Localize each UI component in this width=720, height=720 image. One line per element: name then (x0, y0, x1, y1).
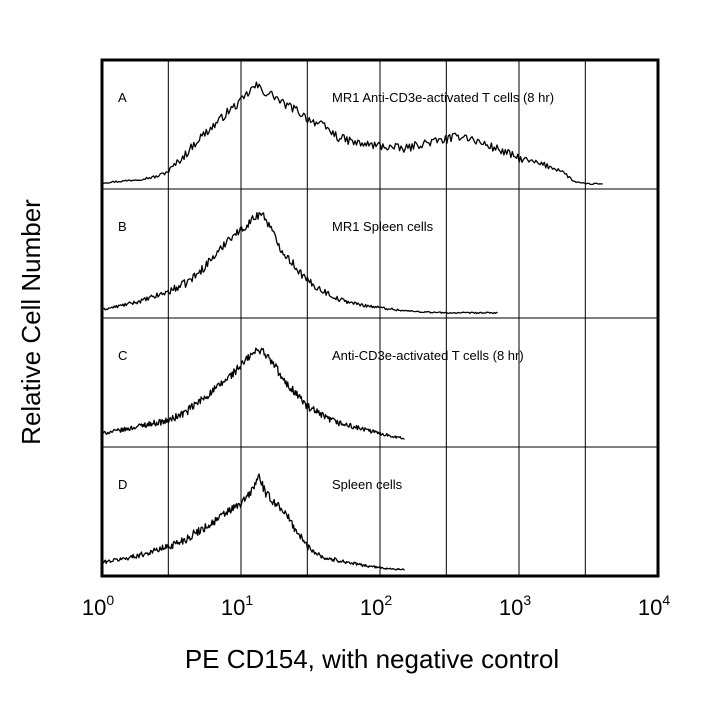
plot-frame (100, 58, 660, 578)
series-layer (101, 81, 603, 571)
x-tick-label-0: 100 (82, 592, 114, 620)
histogram-series-a (101, 81, 603, 186)
x-tick-label-2: 102 (360, 592, 392, 620)
histogram-series-c (101, 347, 405, 440)
x-axis-title: PE CD154, with negative control (185, 644, 559, 674)
panel-separators (102, 188, 658, 448)
panel-title-d: Spleen cells (332, 477, 403, 492)
x-tick-label-3: 103 (499, 592, 531, 620)
panel-letter-b: B (118, 219, 127, 234)
panel-letter-d: D (118, 477, 127, 492)
panel-title-c: Anti-CD3e-activated T cells (8 hr) (332, 348, 524, 363)
x-tick-label-4: 104 (638, 592, 670, 620)
histogram-series-b (101, 211, 498, 315)
x-tick-labels: 100 101 102 103 104 (82, 592, 670, 620)
histogram-series-d (101, 473, 406, 571)
panel-labels: A MR1 Anti-CD3e-activated T cells (8 hr) B… (118, 90, 554, 492)
panel-letter-c: C (118, 348, 127, 363)
x-tick-label-1: 101 (221, 592, 253, 620)
y-axis-title: Relative Cell Number (16, 199, 46, 445)
panel-letter-a: A (118, 90, 127, 105)
panel-title-a: MR1 Anti-CD3e-activated T cells (8 hr) (332, 90, 554, 105)
panel-title-b: MR1 Spleen cells (332, 219, 434, 234)
